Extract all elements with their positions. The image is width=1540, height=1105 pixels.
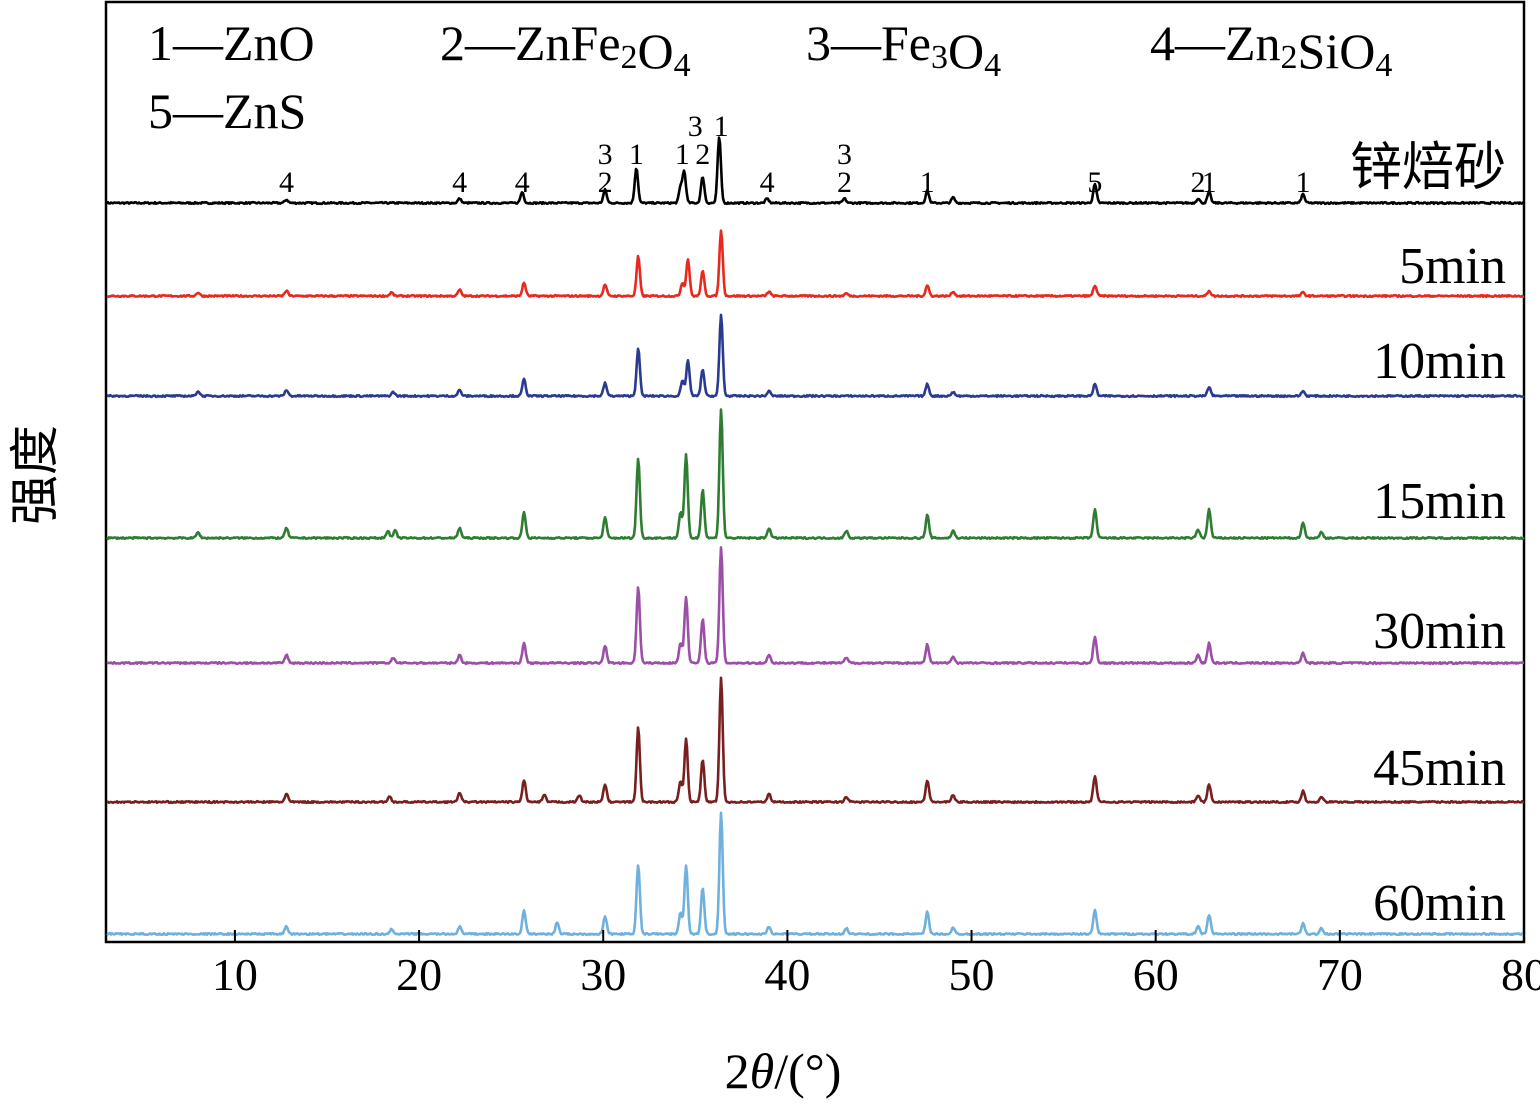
series-label-3: 15min [1373, 473, 1506, 530]
legend-entry-2: 2—ZnFe2O4 [440, 15, 691, 84]
series-label-0: 锌焙砂 [1350, 140, 1506, 197]
peak-mark-17: 1 [1296, 166, 1311, 199]
x-tick-label-80: 80 [1501, 949, 1540, 1000]
peak-mark-2: 4 [515, 166, 530, 199]
peak-mark-4: 2 [598, 166, 613, 199]
x-tick-label-10: 10 [212, 949, 258, 1000]
legend-entry-5: 5—ZnS [148, 83, 306, 139]
x-tick-label-50: 50 [949, 949, 995, 1000]
series-line-4 [106, 546, 1525, 666]
x-tick-label-20: 20 [396, 949, 442, 1000]
peak-mark-11: 3 [837, 138, 852, 171]
peak-mark-12: 2 [837, 166, 852, 199]
series-label-1: 5min [1399, 238, 1506, 295]
series-label-2: 10min [1373, 333, 1506, 390]
legend-entry-1: 1—ZnO [148, 15, 315, 71]
plot-frame [104, 0, 1526, 944]
x-tick-label-30: 30 [580, 949, 626, 1000]
x-tick-label-70: 70 [1317, 949, 1363, 1000]
series-layer [105, 136, 1525, 937]
series-line-2 [106, 313, 1525, 399]
y-axis-title: 强度 [7, 425, 63, 525]
peak-mark-9: 1 [714, 110, 729, 143]
series-line-0 [105, 136, 1525, 206]
series-line-3 [106, 408, 1525, 541]
x-tick-label-40: 40 [764, 949, 810, 1000]
peak-mark-6: 1 [675, 138, 690, 171]
peak-mark-15: 2 [1191, 166, 1206, 199]
peak-mark-1: 4 [452, 166, 467, 199]
legend-entry-4: 4—Zn2SiO4 [1150, 15, 1392, 84]
legend-entry-3: 3—Fe3O4 [806, 15, 1001, 84]
peak-mark-10: 4 [760, 166, 775, 199]
series-label-6: 60min [1373, 875, 1506, 932]
peak-mark-8: 2 [695, 138, 710, 171]
x-tick-label-60: 60 [1133, 949, 1179, 1000]
series-line-6 [106, 811, 1525, 937]
peak-mark-7: 3 [688, 110, 703, 143]
series-line-5 [106, 676, 1525, 805]
x-axis: 10 20 30 40 50 60 70 80 [212, 930, 1540, 1000]
x-axis-title: 2θ/(°) [725, 1043, 842, 1099]
series-label-5: 45min [1373, 740, 1506, 797]
series-label-4: 30min [1373, 603, 1506, 660]
series-line-1 [106, 229, 1525, 299]
peak-mark-13: 1 [920, 166, 935, 199]
series-labels: 锌焙砂 5min 10min 15min 30min 45min 60min [1350, 140, 1506, 932]
peak-mark-3: 3 [598, 138, 613, 171]
peak-mark-0: 4 [279, 166, 294, 199]
peak-mark-5: 1 [629, 138, 644, 171]
legend: 1—ZnO 2—ZnFe2O4 3—Fe3O4 4—Zn2SiO4 5—ZnS [148, 15, 1392, 139]
peak-mark-16: 1 [1202, 166, 1217, 199]
peak-mark-14: 5 [1087, 166, 1102, 199]
